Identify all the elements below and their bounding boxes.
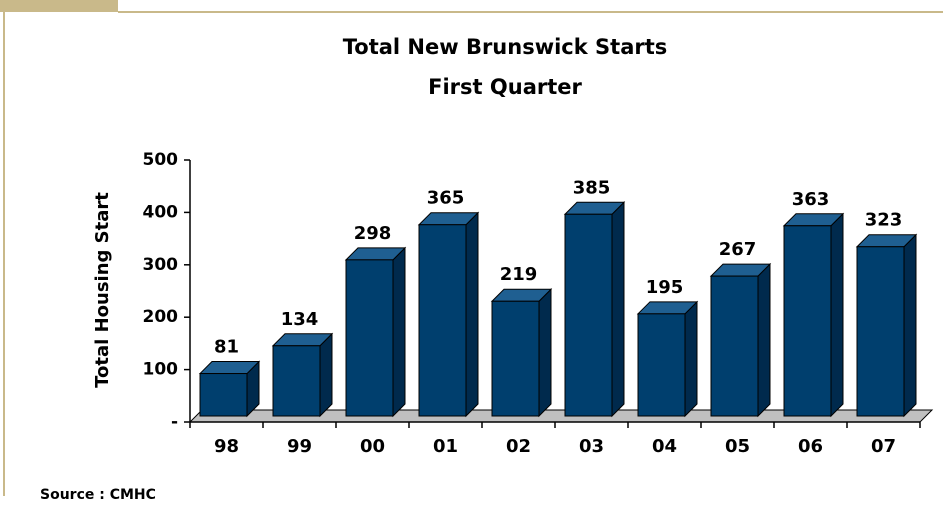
value-label: 81: [214, 337, 239, 358]
value-label: 385: [573, 177, 611, 198]
bar: [564, 213, 613, 417]
x-tick-label: 01: [433, 436, 458, 457]
bar-side: [538, 288, 552, 418]
bar: [637, 313, 686, 417]
value-label: 363: [792, 189, 830, 210]
bar-side: [903, 233, 917, 418]
bar: [345, 259, 394, 417]
bar: [199, 373, 248, 417]
x-tick-label: 04: [652, 436, 677, 457]
x-tick-label: 99: [287, 436, 312, 457]
x-tick-label: 98: [214, 436, 239, 457]
chart-subtitle: First Quarter: [428, 75, 582, 99]
y-tick-label: 100: [143, 360, 179, 380]
x-tick-label: 06: [798, 436, 823, 457]
value-label: 323: [865, 210, 903, 231]
bar-side: [611, 201, 625, 418]
y-tick-label: 200: [143, 307, 179, 327]
bar-side: [319, 332, 333, 418]
bar-side: [392, 246, 406, 418]
value-label: 195: [646, 277, 684, 298]
bar: [272, 345, 321, 417]
x-tick-label: 00: [360, 436, 385, 457]
bar-side: [830, 212, 844, 418]
value-label: 298: [354, 223, 392, 244]
corner-block: [0, 0, 118, 12]
bar-side: [757, 262, 771, 418]
bar: [491, 300, 540, 417]
x-tick-label: 03: [579, 436, 604, 457]
bar: [856, 246, 905, 417]
chart-title: Total New Brunswick Starts: [343, 35, 668, 59]
bar: [783, 225, 832, 417]
y-tick-label: 400: [143, 202, 179, 222]
y-tick-label: 300: [143, 255, 179, 275]
source-note: Source : CMHC: [40, 487, 156, 503]
value-label: 365: [427, 188, 465, 209]
y-axis-label: Total Housing Start: [92, 192, 113, 388]
bar: [710, 275, 759, 417]
value-label: 134: [281, 309, 319, 330]
y-tick-label: 500: [143, 150, 179, 170]
bar-side: [684, 300, 698, 418]
x-tick-label: 05: [725, 436, 750, 457]
x-tick-label: 02: [506, 436, 531, 457]
bar: [418, 224, 467, 417]
value-label: 219: [500, 264, 538, 285]
bar-side: [465, 211, 479, 418]
x-tick-label: 07: [871, 436, 896, 457]
value-label: 267: [719, 239, 757, 260]
y-tick-label: -: [171, 412, 178, 432]
